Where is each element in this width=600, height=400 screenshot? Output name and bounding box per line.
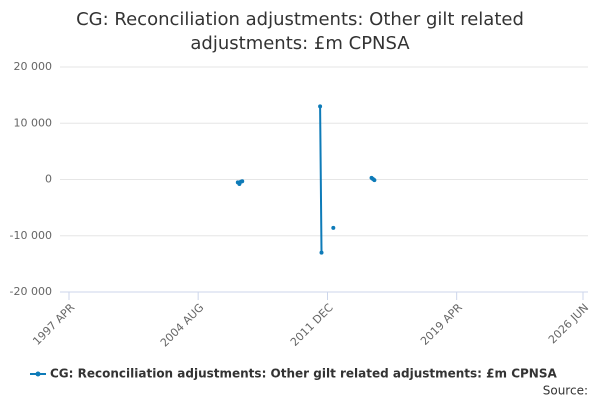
y-tick-label: -20 000 (10, 285, 52, 298)
data-point (372, 178, 377, 183)
x-tick-label: 1997 APR (30, 301, 77, 348)
data-point (331, 225, 336, 230)
y-tick-label: 0 (45, 173, 52, 186)
data-point (240, 179, 245, 184)
legend-marker (35, 371, 41, 377)
x-tick-label: 2026 JUN (546, 301, 591, 346)
data-point (319, 250, 324, 255)
y-tick-label: -10 000 (10, 229, 52, 242)
x-tick-label: 2019 APR (418, 301, 465, 348)
y-tick-label: 20 000 (14, 60, 53, 73)
data-point (318, 104, 323, 109)
y-tick-label: 10 000 (14, 116, 53, 129)
legend-label: CG: Reconciliation adjustments: Other gi… (50, 367, 557, 381)
chart-title: CG: Reconciliation adjustments: Other gi… (76, 9, 524, 54)
source: Source: (543, 384, 588, 398)
x-tick-label: 2004 AUG (158, 301, 207, 350)
x-tick-label: 2011 DEC (288, 301, 336, 349)
